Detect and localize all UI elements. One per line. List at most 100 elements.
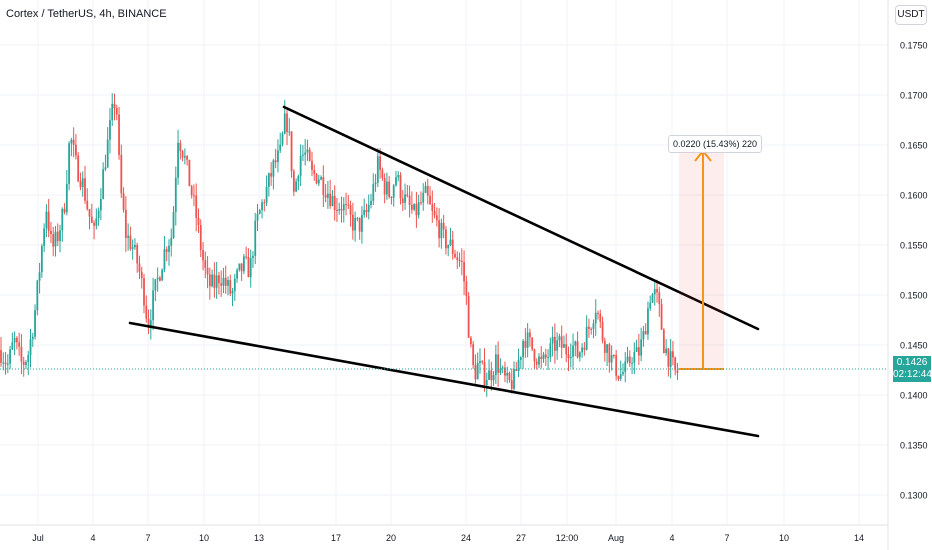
candle-down [20,346,23,362]
candle-down [613,355,615,357]
candle-up [109,120,111,140]
candle-down [208,274,211,287]
candle-up [254,220,257,256]
candle-down [195,195,198,218]
candle-down [617,375,620,379]
candle-down [529,332,531,338]
candle-down [333,195,336,211]
candle-down [143,278,145,306]
x-tick-label: 4 [669,533,674,543]
candle-down [15,337,18,343]
candle-down [145,305,148,319]
y-tick-label: 0.1550 [900,241,928,251]
candle-up [258,210,261,214]
y-tick-label: 0.1500 [900,291,928,301]
candle-up [395,177,397,186]
candle-down [426,185,429,196]
currency-button[interactable]: USDT [895,5,927,25]
candle-down [224,277,227,286]
candle-up [106,139,109,168]
measure-tool[interactable] [679,148,724,370]
candle-down [4,362,7,365]
candle-up [242,256,245,272]
candle-down [672,351,674,358]
candle-up [304,152,307,155]
candle-up [317,179,320,184]
candle-up [338,209,341,211]
candle-up [97,210,100,218]
candle-down [138,263,141,272]
x-tick-label: 7 [145,533,150,543]
candle-up [211,274,214,287]
candle-down [206,267,209,275]
candle-up [222,277,225,286]
x-tick-label: 27 [516,533,526,543]
candle-down [322,177,325,195]
candle-down [324,194,327,198]
candle-down [583,347,586,350]
candle-up [526,332,529,348]
candle-down [388,181,391,197]
candle-down [290,131,293,172]
candle-up [519,357,522,361]
candle-up [374,182,377,185]
candle-up [669,351,672,367]
candle-down [329,193,332,206]
candle-down [420,202,422,204]
candle-up [320,177,322,180]
candle-down [379,156,381,170]
candle-up [506,373,509,376]
candle-down [656,289,658,293]
candle-down [86,200,89,210]
candle-down [504,367,506,376]
candle-up [494,354,497,376]
y-tick-label: 0.1700 [900,91,928,101]
candle-down [47,211,50,231]
candle-down [188,159,191,187]
candle-down [220,283,223,286]
candle-down [637,347,640,356]
chart-title: Cortex / TetherUS, 4h, BINANCE [6,8,167,20]
candle-up [404,194,406,203]
candle-down [510,380,513,389]
candle-down [667,348,670,367]
candle-up [306,149,309,153]
candle-down [197,217,200,225]
candle-down [72,139,75,145]
x-tick-label: 7 [724,533,729,543]
candle-up [172,211,175,238]
candle-up [547,356,549,358]
candle-down [79,181,82,188]
candle-up [111,103,114,121]
candle-up [449,239,452,245]
candle-down [186,156,189,160]
candle-up [386,181,388,195]
candle-down [524,340,527,348]
candle-down [508,373,511,381]
candle-down [588,326,590,329]
price-axis[interactable]: 0.1300 0.1350 0.1400 0.1450 0.1500 0.1550 0.16… [887,0,928,550]
candle-down [22,361,25,365]
y-tick-label: 0.1400 [900,391,928,401]
candle-up [272,160,275,177]
candle-up [354,218,357,231]
candle-up [367,205,370,213]
candle-up [156,277,159,280]
candle-up [417,202,420,216]
candle-down [460,260,463,262]
candle-up [538,356,540,365]
y-tick-label: 0.1450 [900,341,928,351]
candle-up [65,183,68,213]
time-axis[interactable]: Jul 4 7 10 13 17 20 24 27 12:00 Aug 4 7 10 14 [0,524,888,543]
candle-up [558,336,561,341]
candle-down [535,361,538,365]
candle-down [662,329,665,353]
candle-down [190,186,193,196]
x-tick-label: 10 [779,533,789,543]
candle-up [295,181,297,192]
candle-up [127,235,130,238]
candle-up [499,368,502,373]
candle-down [406,194,409,196]
candle-up [651,294,654,303]
